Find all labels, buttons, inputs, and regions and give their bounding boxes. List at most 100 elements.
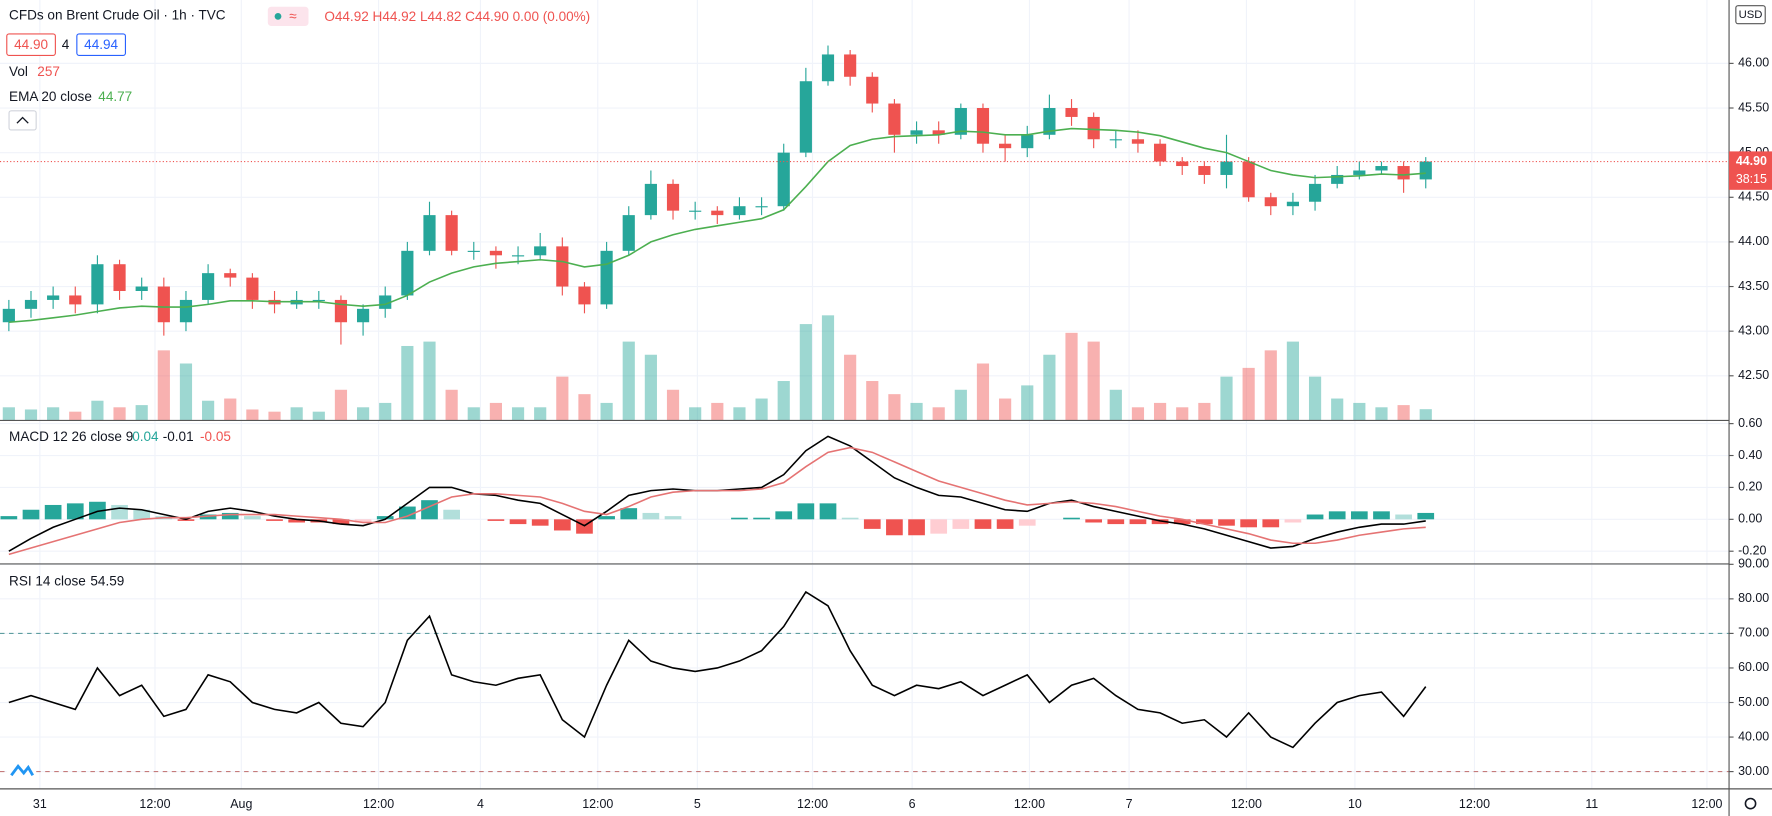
x-tick-label: 12:00 bbox=[1231, 797, 1262, 811]
candle-body bbox=[866, 76, 879, 104]
x-tick-label: 12:00 bbox=[363, 797, 394, 811]
status-icons[interactable] bbox=[267, 6, 309, 26]
macd-histogram-bar bbox=[244, 516, 261, 520]
volume-bar bbox=[2, 407, 15, 421]
candle-body bbox=[910, 130, 923, 135]
volume-bar bbox=[932, 407, 945, 421]
macd-histogram-bar bbox=[1306, 514, 1324, 520]
rsi-line bbox=[8, 590, 1427, 749]
volume-bar bbox=[844, 354, 857, 421]
volume-bar bbox=[689, 407, 702, 421]
y-tick-label: 43.00 bbox=[1738, 323, 1769, 337]
volume-bar bbox=[866, 381, 879, 421]
macd-histogram-bar bbox=[1350, 511, 1368, 520]
symbol-title: CFDs on Brent Crude Oil · 1h · TVC bbox=[9, 7, 226, 22]
candle-body bbox=[246, 277, 259, 300]
volume-bar bbox=[534, 407, 547, 421]
x-tick-label: 7 bbox=[1126, 797, 1133, 811]
candle-body bbox=[157, 286, 170, 323]
y-tick-label: 46.00 bbox=[1738, 56, 1769, 70]
volume-bar bbox=[268, 411, 281, 421]
y-tick-label: 60.00 bbox=[1738, 660, 1769, 674]
macd-histogram-bar bbox=[288, 519, 306, 523]
x-tick-label: 10 bbox=[1348, 797, 1362, 811]
high-value: H44.92 bbox=[373, 9, 417, 24]
candle-body bbox=[666, 183, 680, 211]
x-tick-label: 6 bbox=[909, 797, 916, 811]
macd-histogram-bar bbox=[841, 517, 859, 520]
macd-histogram-bar bbox=[642, 512, 660, 520]
macd-histogram-bar bbox=[952, 519, 970, 529]
candle-body bbox=[401, 250, 414, 296]
macd-histogram-bar bbox=[66, 503, 84, 520]
last-price-tag bbox=[1729, 151, 1772, 190]
bid: 44.90 bbox=[14, 37, 48, 52]
macd-histogram-bar bbox=[22, 509, 40, 520]
macd-histogram-bar bbox=[0, 516, 18, 520]
settings-icon[interactable] bbox=[1744, 797, 1757, 810]
candle-body bbox=[1397, 166, 1410, 180]
macd-histogram-bar bbox=[731, 517, 748, 520]
y-tick-label: 44.00 bbox=[1738, 234, 1769, 248]
vol-label: Vol bbox=[9, 64, 28, 79]
macd-histogram-bar bbox=[44, 504, 62, 520]
volume-bar bbox=[157, 350, 170, 421]
candle-body bbox=[135, 286, 148, 291]
volume-bar bbox=[1242, 367, 1255, 421]
candle-body bbox=[1286, 201, 1300, 207]
macd-histogram-bar bbox=[111, 504, 128, 520]
currency-box[interactable] bbox=[1735, 5, 1766, 25]
volume-bar bbox=[1220, 376, 1233, 421]
macd-histogram-bar bbox=[775, 511, 793, 520]
bid-box[interactable] bbox=[6, 33, 56, 56]
x-tick-label: 12:00 bbox=[1459, 797, 1490, 811]
volume-bar bbox=[755, 398, 768, 421]
macd-histogram-bar bbox=[1173, 519, 1191, 525]
macd-histogram-bar bbox=[1262, 519, 1280, 528]
candle-body bbox=[1264, 197, 1277, 207]
volume-bar bbox=[511, 407, 525, 421]
y-tick-label: 40.00 bbox=[1738, 729, 1769, 743]
candle-body bbox=[954, 108, 967, 135]
rsi-value: 54.59 bbox=[90, 574, 124, 589]
volume-bar bbox=[910, 402, 923, 421]
candle-body bbox=[976, 108, 990, 144]
y-tick-label: 42.50 bbox=[1738, 368, 1769, 382]
volume-bar bbox=[445, 389, 458, 421]
volume-bar bbox=[1264, 350, 1277, 421]
collapse-button[interactable] bbox=[8, 110, 37, 131]
volume-bar bbox=[1419, 409, 1432, 421]
grid bbox=[0, 0, 1730, 789]
macd-histogram-bar bbox=[996, 519, 1014, 529]
plot bbox=[0, 45, 1730, 773]
volume-bar bbox=[1043, 354, 1056, 421]
macd-histogram-bar bbox=[974, 519, 992, 529]
close-value: C44.90 bbox=[465, 9, 509, 24]
volume-bar bbox=[821, 315, 835, 421]
macd-histogram-bar bbox=[1063, 517, 1080, 520]
ask-box[interactable] bbox=[76, 33, 127, 56]
candle-body bbox=[844, 54, 857, 77]
countdown: 38:15 bbox=[1736, 172, 1767, 186]
candle-body bbox=[999, 143, 1012, 149]
volume-bar bbox=[47, 407, 60, 421]
macd-histogram-bar bbox=[509, 519, 527, 525]
volume-bar bbox=[224, 398, 237, 421]
candle-body bbox=[777, 152, 790, 207]
macd-histogram-bar bbox=[1129, 519, 1147, 525]
macd-histogram-bar bbox=[1196, 519, 1213, 525]
volume-bar bbox=[113, 407, 126, 421]
x-tick-label: 4 bbox=[477, 797, 484, 811]
y-tick-label: 43.50 bbox=[1738, 279, 1769, 293]
candle-body bbox=[1153, 143, 1167, 162]
macd-line-value: -0.01 bbox=[163, 429, 194, 444]
macd-histogram-bar bbox=[1395, 514, 1412, 520]
candle-body bbox=[755, 206, 768, 208]
candle-body bbox=[1331, 174, 1344, 184]
macd-histogram-bar bbox=[376, 516, 394, 520]
y-tick-label: 50.00 bbox=[1738, 695, 1769, 709]
volume-bar bbox=[24, 409, 38, 421]
volume-bar bbox=[888, 394, 901, 421]
